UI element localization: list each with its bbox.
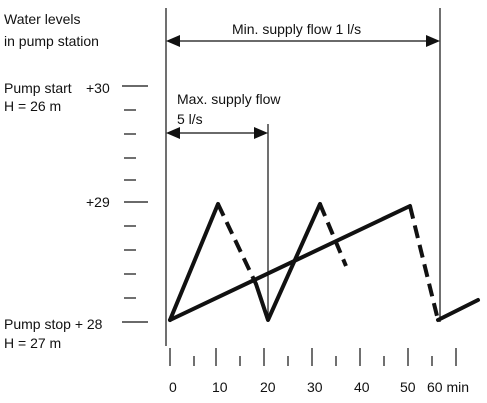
level-30-label: +30 — [86, 80, 110, 96]
time-tick-20: 20 — [260, 379, 276, 395]
time-tick-60-min: 60 min — [427, 379, 469, 395]
time-tick-0: 0 — [169, 379, 177, 395]
max-flow-cycle-2 — [254, 202, 322, 322]
min-flow-rising-line-2 — [436, 298, 480, 322]
level-scale — [122, 85, 148, 323]
pump-stop-head-label: H = 27 m — [4, 335, 61, 351]
time-tick-50: 50 — [400, 379, 416, 395]
time-tick-40: 40 — [354, 379, 370, 395]
title-line-1: Water levels — [4, 11, 81, 27]
level-29-label: +29 — [86, 194, 110, 210]
min-flow-falling-dashed — [408, 205, 440, 321]
min-supply-flow-label: Min. supply flow 1 l/s — [232, 21, 361, 37]
min-flow-rising-line — [168, 204, 412, 322]
max-flow-rising-line-1 — [168, 202, 220, 322]
max-flow-falling-dashed-2 — [318, 203, 348, 267]
time-axis — [169, 348, 457, 366]
time-tick-30: 30 — [307, 379, 323, 395]
pump-stop-label: Pump stop + 28 — [4, 316, 103, 332]
pump-start-head-label: H = 26 m — [4, 98, 61, 114]
max-supply-flow-arrow — [166, 127, 268, 139]
title-line-2: in pump station — [4, 33, 99, 49]
min-supply-flow-arrow — [166, 35, 440, 47]
max-flow-falling-dashed-1 — [216, 203, 258, 285]
max-supply-flow-label-2: 5 l/s — [177, 111, 203, 127]
time-tick-10: 10 — [212, 379, 228, 395]
pump-start-label: Pump start — [4, 80, 72, 96]
max-supply-flow-label-1: Max. supply flow — [177, 91, 281, 107]
